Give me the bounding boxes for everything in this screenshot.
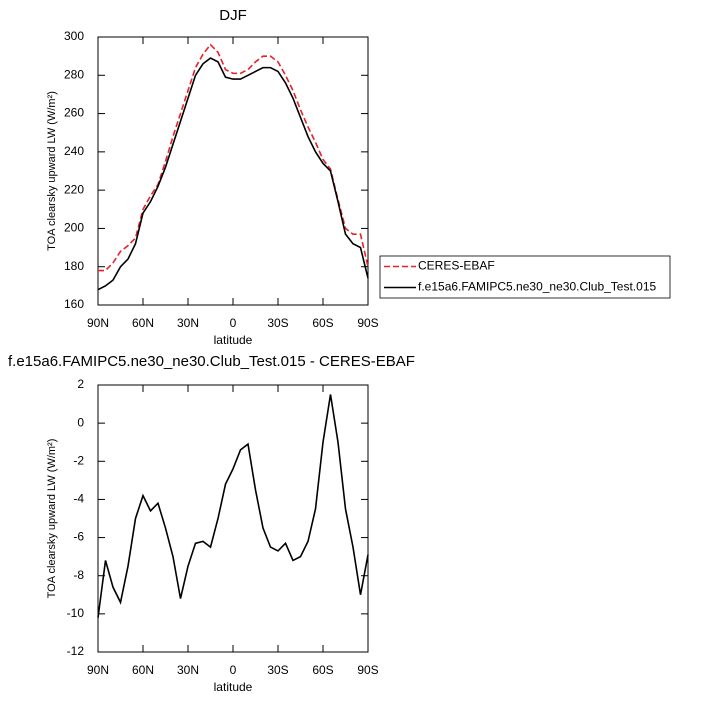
x-tick-label: 90S (357, 663, 378, 677)
x-tick-label: 0 (230, 663, 237, 677)
plot-frame (97, 36, 369, 306)
y-tick-label: 160 (64, 297, 84, 311)
y-tick-label: 280 (64, 67, 84, 81)
series-line (97, 394, 369, 618)
y-tick-label: 180 (64, 259, 84, 273)
chart-title: DJF (219, 7, 247, 24)
x-tick-label: 60N (132, 663, 154, 677)
x-tick-label: 30N (177, 663, 199, 677)
y-tick-label: -6 (73, 530, 84, 544)
x-tick-label: 30S (267, 663, 288, 677)
y-tick-label: -12 (67, 644, 85, 658)
y-tick-label: 0 (77, 415, 84, 429)
x-tick-label: 0 (230, 316, 237, 330)
chart-title: f.e15a6.FAMIPC5.ne30_ne30.Club_Test.015 … (8, 353, 415, 370)
y-tick-label: -2 (73, 453, 84, 467)
y-tick-label: 200 (64, 221, 84, 235)
x-tick-label: 30S (267, 316, 288, 330)
legend-label: CERES-EBAF (418, 259, 495, 273)
x-axis-label: latitude (214, 680, 253, 694)
legend-box (379, 255, 671, 299)
y-axis-label: TOA clearsky upward LW (W/m²) (46, 91, 58, 251)
x-tick-label: 30N (177, 316, 199, 330)
x-axis-label: latitude (214, 333, 253, 347)
y-axis-label: TOA clearsky upward LW (W/m²) (46, 439, 58, 599)
x-tick-label: 60N (132, 316, 154, 330)
x-tick-label: 90N (87, 663, 109, 677)
y-tick-label: 220 (64, 182, 84, 196)
y-tick-label: -8 (73, 568, 84, 582)
y-tick-label: 240 (64, 144, 84, 158)
x-tick-label: 60S (312, 663, 333, 677)
x-tick-label: 90S (357, 316, 378, 330)
x-tick-label: 90N (87, 316, 109, 330)
x-tick-label: 60S (312, 316, 333, 330)
y-tick-label: 260 (64, 106, 84, 120)
y-tick-label: -10 (67, 606, 85, 620)
series-line (98, 43, 369, 272)
y-tick-label: -4 (73, 492, 84, 506)
legend-label: f.e15a6.FAMIPC5.ne30_ne30.Club_Test.015 (418, 280, 656, 294)
y-tick-label: 2 (77, 377, 84, 391)
plot-frame (97, 384, 369, 653)
series-line (97, 57, 369, 291)
y-tick-label: 300 (64, 29, 84, 43)
